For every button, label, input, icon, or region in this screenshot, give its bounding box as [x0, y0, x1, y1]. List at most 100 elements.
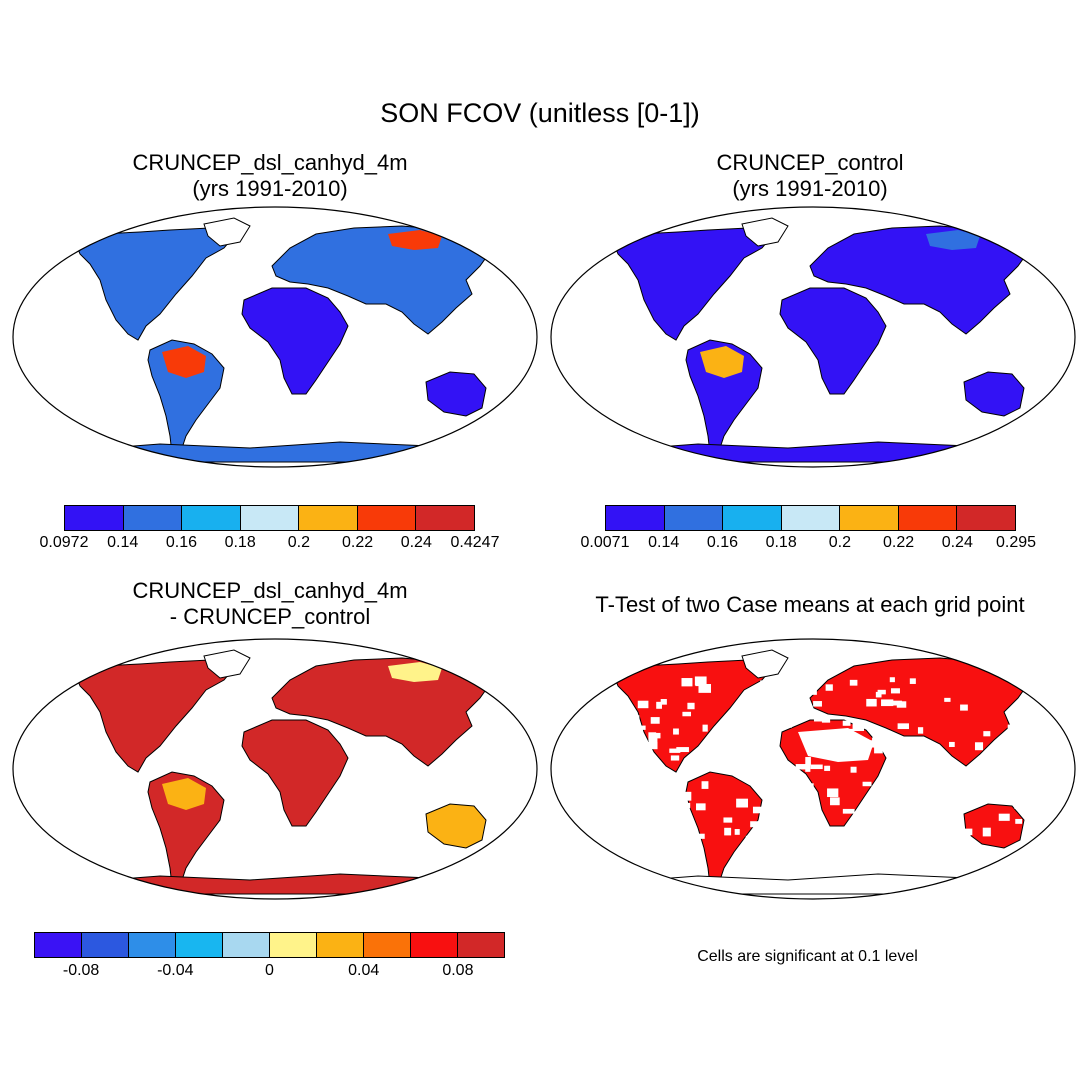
- non-significant-cell: [917, 727, 924, 734]
- non-significant-cell: [849, 679, 858, 686]
- continent-africa: [241, 287, 349, 395]
- continent-australia: [963, 803, 1025, 849]
- non-significant-cell: [1007, 724, 1020, 732]
- panel-3-title-line1: CRUNCEP_dsl_canhyd_4m: [132, 578, 408, 603]
- non-significant-cell: [783, 715, 791, 725]
- colorbar-tick-label: -0.04: [157, 962, 194, 979]
- non-significant-cell: [892, 755, 906, 764]
- colorbar-tick-label: 0.22: [341, 534, 374, 551]
- colorbar-tick-label: 0.0071: [580, 534, 630, 551]
- non-significant-cell: [890, 688, 900, 694]
- non-significant-cell: [729, 751, 736, 759]
- non-significant-cell: [766, 788, 776, 797]
- non-significant-cell: [824, 765, 831, 771]
- non-significant-cell: [752, 806, 762, 814]
- non-significant-cell: [694, 676, 707, 686]
- colorbar-tick-label: 0.08: [442, 962, 474, 979]
- non-significant-cell: [780, 690, 790, 696]
- sahara-non-significant: [798, 728, 874, 762]
- non-significant-cell: [772, 716, 780, 721]
- non-significant-cell: [813, 716, 826, 722]
- colorbar-tick-label: 0.295: [995, 534, 1037, 551]
- non-significant-cell: [1012, 773, 1021, 780]
- colorbar-tick-label: -0.08: [62, 962, 100, 979]
- continent-greenland: [741, 649, 789, 679]
- colorbar-box: [65, 506, 124, 530]
- non-significant-cell: [723, 817, 733, 823]
- non-significant-cell: [940, 786, 947, 795]
- panel-1-title: CRUNCEP_dsl_canhyd_4m (yrs 1991-2010): [20, 150, 520, 202]
- continent-amazon: [700, 346, 744, 378]
- colorbar-tick-label: 0.16: [706, 534, 738, 551]
- colorbar-tick-label: 0.14: [648, 534, 680, 551]
- map-border: [550, 206, 1076, 468]
- non-significant-cell: [639, 766, 651, 774]
- continent-greenland: [203, 217, 251, 247]
- non-significant-cell: [696, 833, 705, 839]
- non-significant-cell: [862, 781, 872, 787]
- non-significant-cell: [1011, 758, 1018, 765]
- non-significant-cell: [920, 754, 928, 762]
- non-significant-cell: [738, 769, 745, 778]
- non-significant-cell: [964, 828, 973, 836]
- non-significant-cell: [810, 815, 821, 822]
- non-significant-cell: [881, 699, 894, 707]
- non-significant-cell: [779, 823, 791, 833]
- non-significant-cell: [658, 816, 665, 822]
- colorbar-tick-label: 0: [265, 962, 274, 979]
- colorbar-panel-3-ticks: -0.08 -0.04 0 0.04 0.08: [34, 962, 505, 982]
- colorbar-box: [270, 933, 317, 957]
- continent-eurasia: [271, 225, 491, 335]
- colorbar-box: [129, 933, 176, 957]
- colorbar-box: [123, 506, 183, 530]
- non-significant-cell: [821, 716, 831, 723]
- non-significant-cell: [708, 760, 716, 765]
- non-significant-cell: [687, 702, 695, 710]
- colorbar-tick-label: 0.18: [765, 534, 797, 551]
- non-significant-cell: [803, 810, 813, 817]
- non-significant-cell: [974, 742, 984, 751]
- colorbar-tick-label: 0.24: [400, 534, 432, 551]
- non-significant-cell: [888, 738, 900, 747]
- figure-title: SON FCOV (unitless [0-1]): [380, 98, 700, 128]
- non-significant-cell: [725, 759, 735, 765]
- non-significant-cell: [869, 740, 881, 748]
- non-significant-cell: [959, 833, 971, 839]
- non-significant-cell: [745, 835, 751, 840]
- non-significant-cell: [734, 829, 740, 835]
- colorbar-tick-label: 0.16: [165, 534, 197, 551]
- non-significant-cell: [633, 715, 640, 721]
- non-significant-cell: [842, 808, 855, 814]
- non-significant-cell: [759, 757, 765, 765]
- non-significant-cell: [702, 724, 708, 732]
- non-significant-cell: [810, 764, 823, 770]
- colorbar-box: [357, 506, 417, 530]
- non-significant-cell: [1014, 803, 1027, 809]
- non-significant-cell: [984, 783, 993, 792]
- non-significant-cell: [805, 763, 811, 772]
- non-significant-cell: [866, 698, 877, 707]
- non-significant-cell: [678, 802, 691, 809]
- continent-siberia: [388, 230, 442, 250]
- non-significant-cell: [983, 731, 991, 737]
- colorbar-box: [606, 506, 665, 530]
- colorbar-tick-label: 0.0972: [39, 534, 89, 551]
- non-significant-cell: [1015, 818, 1023, 824]
- panel-4-title: T-Test of two Case means at each grid po…: [550, 592, 1070, 618]
- map-panel-3: [12, 638, 538, 900]
- non-significant-cell: [645, 801, 659, 807]
- colorbar-box: [240, 506, 300, 530]
- continent-south-america: [685, 771, 763, 887]
- non-significant-cell: [681, 678, 693, 687]
- non-significant-cell: [1007, 676, 1016, 682]
- colorbar-box: [723, 506, 782, 530]
- non-significant-cell: [998, 813, 1010, 821]
- continent-amazon: [162, 778, 206, 810]
- colorbar-box: [223, 933, 270, 957]
- non-significant-cell: [808, 794, 817, 803]
- non-significant-cell: [842, 720, 851, 726]
- non-significant-cell: [789, 711, 799, 716]
- colorbar-tick-label: 0.24: [941, 534, 973, 551]
- map-border: [12, 638, 538, 900]
- non-significant-cell: [795, 764, 807, 770]
